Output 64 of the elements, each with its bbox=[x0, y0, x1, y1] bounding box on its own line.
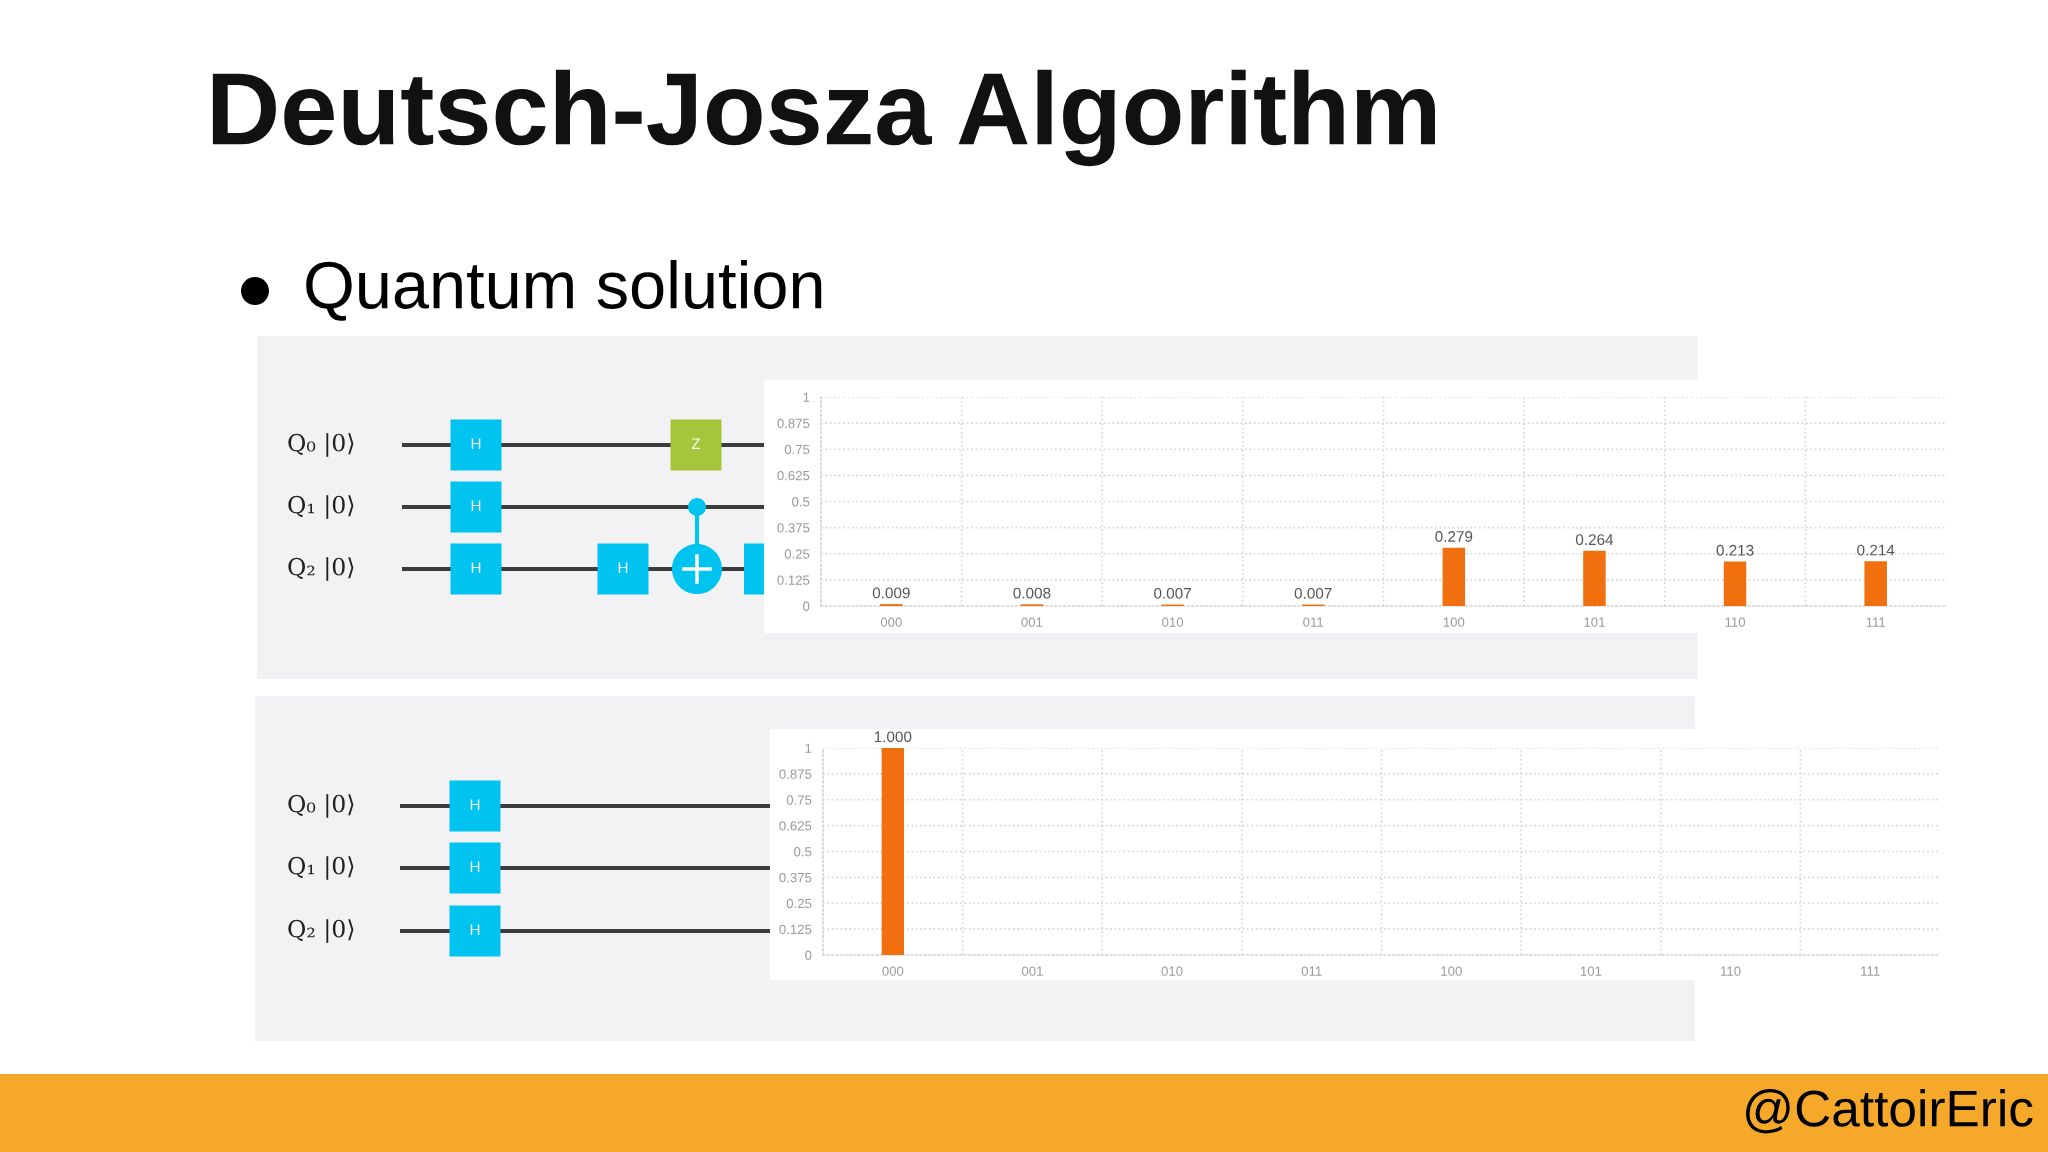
x-tick-label: 000 bbox=[880, 617, 902, 627]
x-tick-label: 011 bbox=[1303, 617, 1324, 627]
x-tick-label: 110 bbox=[1721, 966, 1741, 976]
text: H bbox=[470, 861, 480, 872]
x-tick-label: 001 bbox=[1021, 617, 1043, 627]
text: @CattoirEric bbox=[1746, 1089, 2033, 1134]
text: Quantum solution bbox=[306, 259, 822, 321]
y-tick-label: 0.5 bbox=[792, 497, 810, 507]
y-tick-label: 0.875 bbox=[777, 418, 810, 429]
text: H bbox=[470, 799, 480, 810]
y-tick-label: 0.25 bbox=[784, 549, 810, 559]
x-tick-label: 101 bbox=[1580, 966, 1602, 976]
y-tick-label: 0.125 bbox=[779, 924, 812, 935]
text: Q₂ |0⟩ bbox=[288, 919, 354, 943]
data-label: 0.213 bbox=[1716, 544, 1754, 556]
data-label: 0.279 bbox=[1435, 531, 1473, 542]
bar bbox=[1442, 547, 1466, 606]
text: H bbox=[618, 562, 628, 573]
y-tick-label: 0.125 bbox=[777, 575, 810, 585]
text: Deutsch-Josza Algorithm bbox=[212, 69, 1435, 167]
bar bbox=[1583, 550, 1606, 606]
y-tick-label: 0 bbox=[805, 950, 812, 960]
data-label: 0.264 bbox=[1575, 534, 1614, 546]
x-tick-label: 110 bbox=[1725, 617, 1746, 627]
y-tick-label: 0.75 bbox=[786, 795, 812, 805]
data-label: 0.007 bbox=[1154, 587, 1191, 599]
data-label: 1.000 bbox=[874, 731, 912, 743]
text: H bbox=[470, 924, 480, 935]
y-tick-label: 0.375 bbox=[779, 872, 812, 883]
bar bbox=[1864, 561, 1887, 606]
y-tick-label: 0.25 bbox=[786, 898, 812, 909]
x-tick-label: 111 bbox=[1866, 617, 1886, 627]
y-tick-label: 0.75 bbox=[784, 444, 810, 455]
y-tick-label: 0.875 bbox=[779, 769, 812, 779]
text: Q₀ |0⟩ bbox=[288, 433, 354, 457]
y-tick-label: 1 bbox=[803, 392, 810, 402]
data-label: 0.007 bbox=[1294, 587, 1332, 599]
y-tick-label: 0 bbox=[803, 601, 810, 611]
x-tick-label: 000 bbox=[882, 966, 904, 976]
x-tick-label: 111 bbox=[1861, 966, 1880, 976]
x-tick-label: 100 bbox=[1443, 617, 1465, 627]
text: Q₀ |0⟩ bbox=[288, 794, 354, 818]
y-tick-label: 0.5 bbox=[794, 847, 812, 857]
x-tick-label: 101 bbox=[1584, 617, 1605, 627]
x-tick-label: 100 bbox=[1441, 966, 1462, 976]
y-tick-label: 0.625 bbox=[777, 470, 810, 481]
data-label: 0.214 bbox=[1857, 544, 1895, 556]
x-tick-label: 010 bbox=[1162, 617, 1184, 627]
y-tick-label: 0.625 bbox=[779, 821, 812, 831]
text: Q₂ |0⟩ bbox=[288, 557, 354, 581]
y-tick-label: 1 bbox=[805, 743, 812, 753]
x-tick-label: 010 bbox=[1161, 966, 1183, 976]
bar bbox=[1723, 561, 1747, 606]
text: H bbox=[471, 562, 481, 573]
text: Q₁ |0⟩ bbox=[288, 495, 354, 519]
text: Q₁ |0⟩ bbox=[288, 856, 354, 880]
text: H bbox=[471, 438, 481, 449]
y-tick-label: 0.375 bbox=[777, 523, 810, 533]
text: Z bbox=[691, 438, 701, 449]
data-label: 0.008 bbox=[1013, 587, 1051, 599]
x-tick-label: 011 bbox=[1301, 966, 1322, 976]
x-tick-label: 001 bbox=[1021, 966, 1043, 976]
text: H bbox=[471, 500, 481, 511]
data-label: 0.009 bbox=[872, 587, 910, 599]
